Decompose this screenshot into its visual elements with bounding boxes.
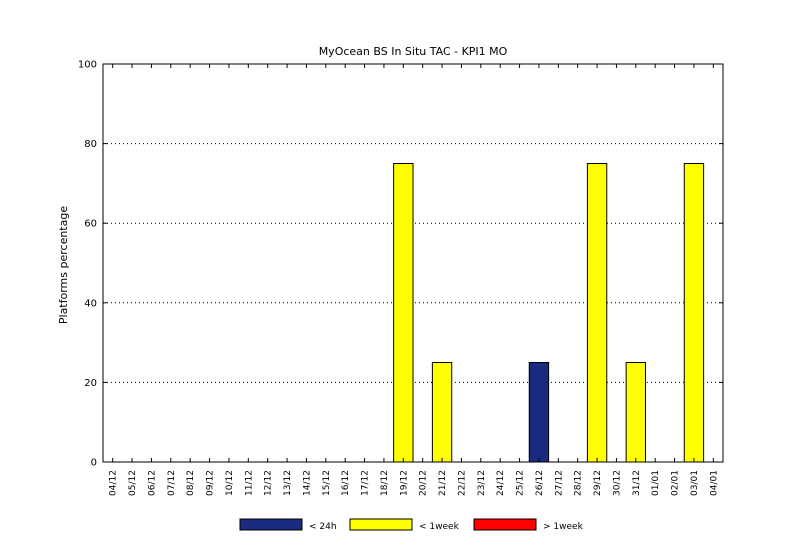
bar [586, 163, 608, 463]
x-tick-label: 18/12 [380, 470, 390, 496]
x-tick-label: 20/12 [419, 470, 429, 496]
bar [393, 163, 414, 463]
x-tick-label: 21/12 [438, 470, 448, 496]
x-tick-label: 13/12 [283, 470, 293, 496]
x-tick-label: 29/12 [593, 470, 603, 496]
y-ticks: 0 20 40 60 80 100 [78, 60, 723, 469]
y-axis-label: Platforms percentage [57, 206, 70, 324]
x-tick-label: 30/12 [612, 470, 622, 496]
x-tick-label: 05/12 [128, 470, 138, 496]
y-tick-label: 80 [84, 139, 97, 150]
x-tick-label: 22/12 [457, 470, 467, 496]
gridlines [103, 143, 723, 383]
x-tick-label: 06/12 [147, 470, 157, 496]
x-tick-label: 16/12 [341, 470, 351, 496]
y-tick-label: 100 [78, 60, 97, 71]
x-tick-label: 02/01 [671, 470, 681, 496]
plot-frame [102, 63, 724, 463]
chart-title: MyOcean BS In Situ TAC - KPI1 MO [319, 45, 508, 58]
legend: < 24h < 1week > 1week [239, 518, 584, 532]
x-ticks: 04/12 05/12 06/12 07/12 08/12 09/12 10/12 11/12… [109, 64, 719, 496]
x-tick-label: 08/12 [186, 470, 196, 496]
x-tick-label: 12/12 [264, 470, 274, 496]
x-tick-label: 04/12 [109, 470, 119, 496]
x-tick-label: 15/12 [322, 470, 332, 496]
x-tick-label: 09/12 [206, 470, 216, 496]
legend-swatch [239, 518, 303, 531]
x-tick-label: 27/12 [554, 470, 564, 496]
x-tick-label: 10/12 [225, 470, 235, 496]
y-tick-label: 0 [91, 458, 97, 469]
y-tick-label: 40 [84, 298, 97, 309]
x-tick-label: 17/12 [361, 470, 371, 496]
x-tick-label: 04/01 [709, 470, 719, 496]
x-tick-label: 01/01 [651, 470, 661, 496]
x-tick-label: 23/12 [477, 470, 487, 496]
x-tick-label: 07/12 [167, 470, 177, 496]
legend-label: < 1week [419, 522, 460, 532]
y-tick-label: 60 [84, 219, 97, 230]
bar [683, 163, 705, 463]
bars [393, 163, 705, 463]
x-tick-label: 03/01 [690, 470, 700, 496]
legend-label: > 1week [543, 522, 584, 532]
legend-label: < 24h [309, 522, 337, 532]
x-tick-label: 31/12 [632, 470, 642, 496]
y-tick-label: 20 [84, 378, 97, 389]
bar [528, 362, 550, 463]
x-tick-label: 11/12 [244, 470, 254, 496]
x-tick-label: 26/12 [535, 470, 545, 496]
legend-swatch [473, 518, 537, 531]
x-tick-label: 24/12 [496, 470, 506, 496]
x-tick-label: 19/12 [399, 470, 409, 496]
x-tick-label: 14/12 [302, 470, 312, 496]
legend-swatch [349, 518, 413, 531]
x-tick-label: 25/12 [516, 470, 526, 496]
bar [625, 362, 646, 463]
x-tick-label: 28/12 [574, 470, 584, 496]
bar [431, 362, 453, 463]
